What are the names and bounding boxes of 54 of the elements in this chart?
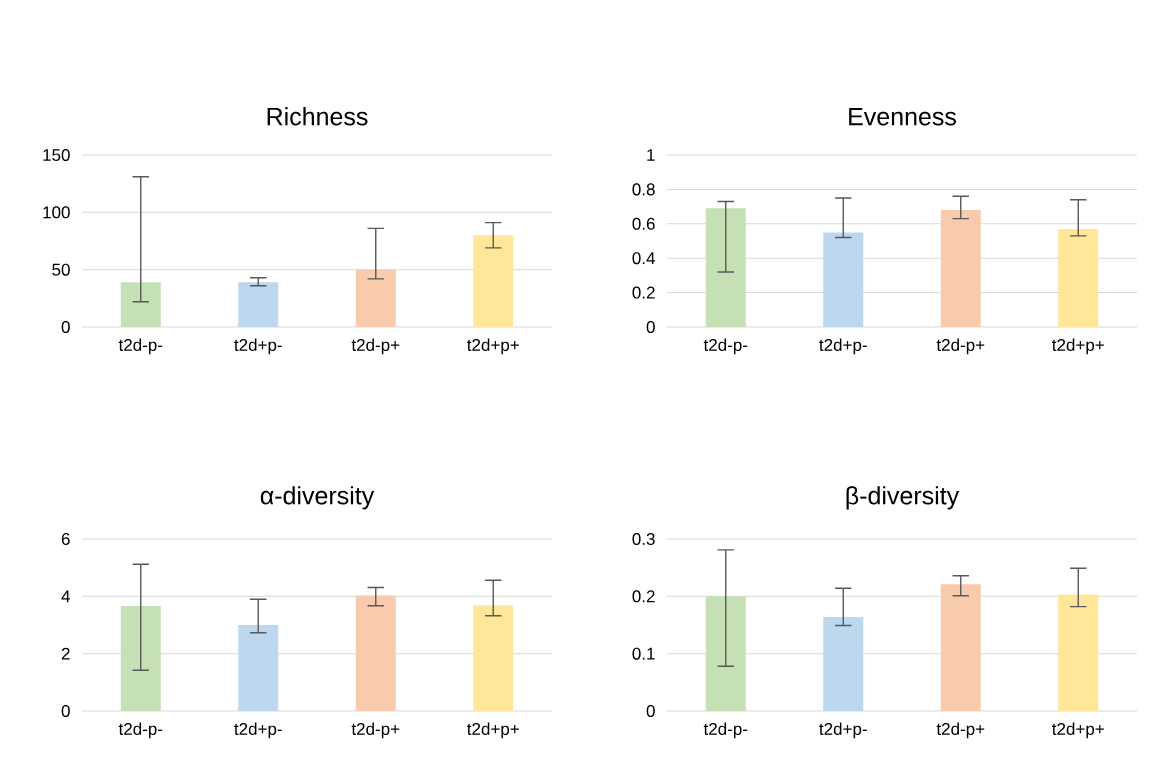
x-tick-label: t2d+p-: [234, 338, 282, 355]
y-tick-label: 4: [61, 590, 70, 603]
bar: [120, 282, 161, 327]
y-tick-label: 0.2: [632, 590, 655, 603]
y-tick-label: 0: [61, 320, 70, 334]
x-tick-label: t2d+p-: [819, 338, 867, 355]
y-tick-label: 2: [61, 647, 70, 660]
y-tick-label: 50: [52, 263, 70, 276]
x-tick-label: t2d-p+: [351, 722, 400, 739]
bar: [705, 208, 746, 327]
x-tick-label: t2d+p+: [467, 722, 519, 739]
bar: [823, 232, 864, 327]
y-tick-label: 100: [43, 206, 70, 219]
bar: [355, 595, 396, 711]
y-tick-label: 0.3: [632, 532, 655, 546]
x-tick-label: t2d-p-: [118, 338, 163, 355]
bar: [823, 616, 864, 711]
y-tick-label: 0: [646, 704, 655, 718]
x-tick-label: t2d+p-: [819, 722, 867, 739]
chart-title: α-diversity: [260, 486, 375, 510]
y-tick-label: 6: [61, 532, 70, 546]
x-tick-label: t2d-p-: [703, 338, 748, 355]
bar: [120, 606, 161, 711]
bar: [940, 210, 981, 327]
x-tick-label: t2d+p+: [1052, 338, 1104, 355]
bar: [238, 624, 279, 711]
y-tick-label: 0.2: [632, 286, 655, 299]
bar: [355, 269, 396, 327]
x-tick-label: t2d-p-: [703, 722, 748, 739]
y-tick-label: 150: [43, 148, 70, 162]
x-tick-label: t2d-p+: [351, 338, 400, 355]
bar: [1058, 594, 1099, 711]
bar: [473, 605, 514, 711]
bar: [1058, 228, 1099, 327]
y-tick-label: 0.4: [632, 252, 655, 265]
bar: [705, 596, 746, 711]
y-tick-label: 0.1: [632, 647, 655, 660]
chart-title: Richness: [267, 107, 368, 126]
x-tick-label: t2d-p-: [118, 722, 163, 739]
x-tick-label: t2d-p+: [936, 338, 985, 355]
bar: [473, 235, 514, 327]
y-tick-label: 0: [61, 704, 70, 718]
y-tick-label: 0: [646, 320, 655, 334]
bar: [238, 282, 279, 327]
x-tick-label: t2d-p+: [936, 722, 985, 739]
x-tick-label: t2d+p+: [1052, 722, 1104, 739]
y-tick-label: 0.6: [632, 217, 655, 230]
chart-title: β-diversity: [846, 486, 960, 510]
x-tick-label: t2d+p-: [234, 722, 282, 739]
x-tick-label: t2d+p+: [467, 338, 519, 355]
y-tick-label: 1: [647, 149, 655, 161]
y-tick-label: 0.8: [632, 183, 655, 196]
chart-title: Evenness: [849, 108, 956, 126]
bar: [940, 584, 981, 711]
